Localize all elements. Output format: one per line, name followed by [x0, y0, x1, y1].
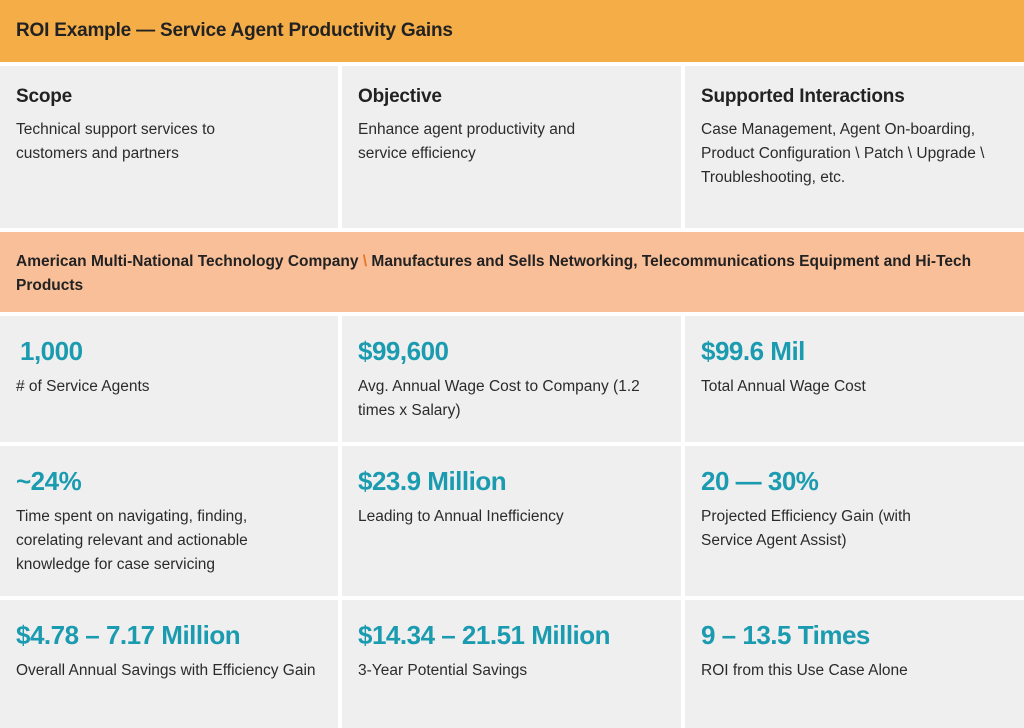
scope-row: Scope Technical support services to cust… [0, 66, 1024, 228]
objective-cell: Objective Enhance agent productivity and… [342, 66, 681, 228]
banner-separator: \ [362, 253, 368, 270]
page-title: ROI Example — Service Agent Productivity… [16, 20, 453, 41]
stat-cell: ~24% Time spent on navigating, finding, … [0, 446, 338, 596]
company-products: Manufactures and Sells Networking, Telec… [16, 253, 972, 294]
stat-value: 9 – 13.5 Times [701, 620, 870, 650]
stat-cell: 1,000 # of Service Agents [0, 316, 338, 442]
stat-cell: $23.9 Million Leading to Annual Ineffici… [342, 446, 681, 596]
stat-cell: 9 – 13.5 Times ROI from this Use Case Al… [685, 600, 1024, 728]
stat-label: Projected Efficiency Gain (with Service … [701, 508, 911, 549]
supported-interactions-heading: Supported Interactions [701, 86, 905, 107]
stats-row-3: $4.78 – 7.17 Million Overall Annual Savi… [0, 600, 1024, 728]
stat-label: ROI from this Use Case Alone [701, 662, 908, 679]
objective-heading: Objective [358, 86, 442, 107]
stat-label: Total Annual Wage Cost [701, 378, 866, 395]
stat-value: $23.9 Million [358, 466, 507, 496]
header-bar: ROI Example — Service Agent Productivity… [0, 0, 1024, 62]
stats-row-2: ~24% Time spent on navigating, finding, … [0, 446, 1024, 596]
stat-label: Time spent on navigating, finding, corel… [16, 508, 248, 573]
stat-value: $4.78 – 7.17 Million [16, 620, 241, 650]
stat-label: Overall Annual Savings with Efficiency G… [16, 662, 316, 679]
supported-interactions-text: Case Management, Agent On-boarding, Prod… [701, 121, 985, 186]
stat-label: 3-Year Potential Savings [358, 662, 528, 679]
scope-text: Technical support services to customers … [16, 121, 216, 162]
objective-text: Enhance agent productivity and service e… [358, 121, 576, 162]
stat-cell: 20 — 30% Projected Efficiency Gain (with… [685, 446, 1024, 596]
stat-value: 1,000 [20, 336, 83, 366]
company-description: American Multi-National Technology Compa… [16, 253, 359, 270]
stat-cell: $4.78 – 7.17 Million Overall Annual Savi… [0, 600, 338, 728]
stat-value: $14.34 – 21.51 Million [358, 620, 611, 650]
scope-heading: Scope [16, 86, 73, 107]
stat-label: Leading to Annual Inefficiency [358, 508, 564, 525]
supported-interactions-cell: Supported Interactions Case Management, … [685, 66, 1024, 228]
stats-row-1: 1,000 # of Service Agents $99,600 Avg. A… [0, 316, 1024, 442]
stat-value: $99.6 Mil [701, 336, 805, 366]
company-banner: American Multi-National Technology Compa… [0, 232, 1024, 312]
stat-cell: $99.6 Mil Total Annual Wage Cost [685, 316, 1024, 442]
stat-value: $99,600 [358, 336, 449, 366]
stat-label: Avg. Annual Wage Cost to Company (1.2 ti… [358, 378, 640, 419]
stat-cell: $14.34 – 21.51 Million 3-Year Potential … [342, 600, 681, 728]
stat-cell: $99,600 Avg. Annual Wage Cost to Company… [342, 316, 681, 442]
stat-label: # of Service Agents [16, 378, 150, 395]
scope-cell: Scope Technical support services to cust… [0, 66, 338, 228]
stat-value: ~24% [16, 466, 82, 496]
stat-value: 20 — 30% [701, 466, 819, 496]
